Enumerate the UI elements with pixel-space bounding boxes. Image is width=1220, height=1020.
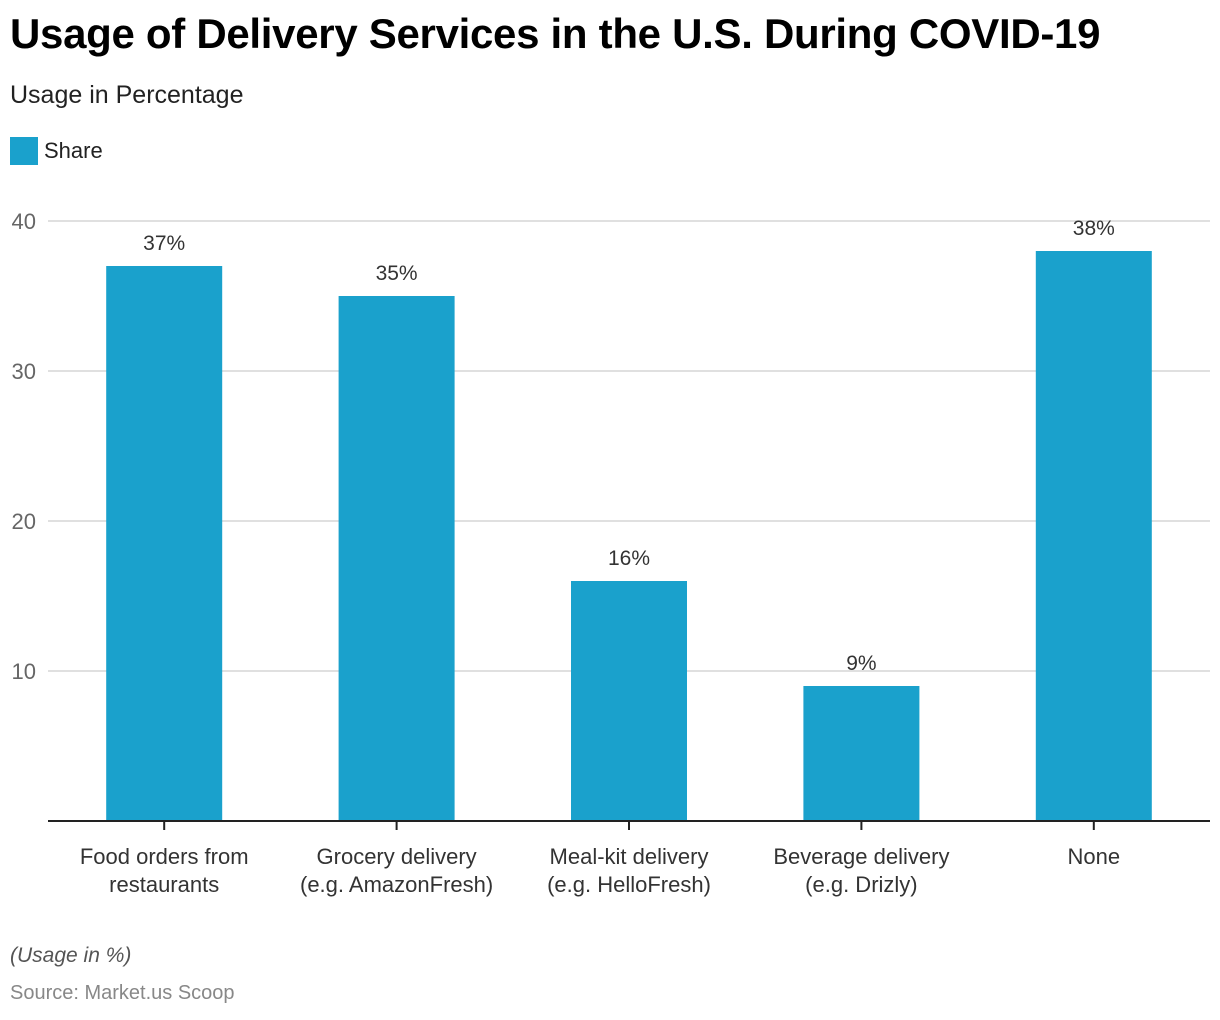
x-tick-label: None <box>1068 844 1121 869</box>
y-tick-label: 30 <box>12 359 36 384</box>
x-tick-label-line: Food orders from <box>80 844 249 869</box>
chart-subtitle: Usage in Percentage <box>10 81 244 109</box>
bar <box>338 296 455 821</box>
legend: Share <box>10 137 103 165</box>
x-tick-label: Beverage delivery (e.g. Drizly) <box>773 844 949 897</box>
x-axis: Food orders from restaurants Grocery deliv… <box>48 820 1210 897</box>
x-tick-label-line: Beverage delivery <box>773 844 949 869</box>
x-tick-label-line: restaurants <box>109 872 219 897</box>
legend-label: Share <box>44 138 103 163</box>
x-tick-label-line: Meal-kit delivery <box>550 844 709 869</box>
y-tick-label: 40 <box>12 209 36 234</box>
bars <box>106 251 1152 821</box>
data-label: 16% <box>608 547 650 570</box>
x-tick-label: Grocery delivery (e.g. AmazonFresh) <box>300 844 493 897</box>
x-tick-label-line: (e.g. Drizly) <box>805 872 917 897</box>
x-tick-label: Food orders from restaurants <box>80 844 249 897</box>
bar <box>1035 251 1152 821</box>
x-tick-label-line: Grocery delivery <box>317 844 477 869</box>
x-tick-label: Meal-kit delivery (e.g. HelloFresh) <box>547 844 711 897</box>
bar <box>571 581 687 821</box>
legend-swatch <box>10 137 38 165</box>
data-label: 35% <box>376 262 418 285</box>
y-tick-label: 10 <box>12 659 36 684</box>
source-note: Source: Market.us Scoop <box>10 982 235 1004</box>
y-axis-ticks: 10 20 30 40 <box>12 209 36 684</box>
x-tick-label-line: (e.g. AmazonFresh) <box>300 872 493 897</box>
data-label: 37% <box>143 232 185 255</box>
data-label: 38% <box>1073 217 1115 240</box>
bar <box>106 266 223 821</box>
footnote: (Usage in %) <box>10 944 132 967</box>
x-tick-label-line: None <box>1068 844 1121 869</box>
data-label: 9% <box>846 652 876 675</box>
chart-title: Usage of Delivery Services in the U.S. D… <box>10 10 1101 57</box>
x-tick-label-line: (e.g. HelloFresh) <box>547 872 711 897</box>
bar <box>803 686 920 821</box>
y-tick-label: 20 <box>12 509 36 534</box>
data-labels: 37% 35% 16% 9% 38% <box>143 217 1115 675</box>
